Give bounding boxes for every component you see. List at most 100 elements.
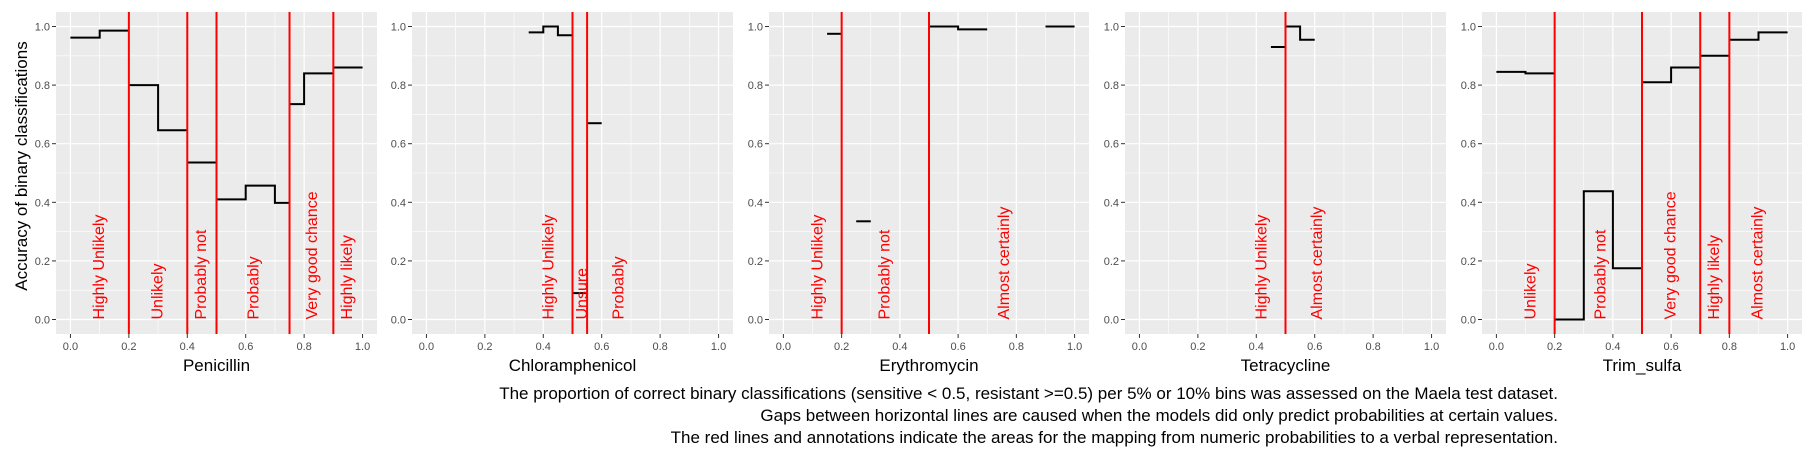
x-tick-label: 0.0: [63, 341, 78, 353]
x-tick-label: 0.8: [652, 341, 667, 353]
x-tick-label: 0.8: [296, 341, 311, 353]
verbal-annotation: Probably not: [1592, 229, 1609, 319]
verbal-annotation: Highly likely: [339, 235, 356, 319]
x-tick-label: 0.2: [121, 341, 136, 353]
panel-tetracycline: 0.0 0.2 0.4 0.6 0.8 1.0 0.0 0.2 0.4 0.6 0.8 1.0 High…: [1104, 12, 1446, 375]
x-tick-label: 0.0: [1132, 341, 1147, 353]
y-tick-label: 0.0: [391, 315, 406, 327]
y-tick-label: 0.8: [35, 80, 50, 92]
verbal-annotation: Unlikely: [149, 263, 166, 319]
panel-penicillin: 0.0 0.2 0.4 0.6 0.8 1.0 0.0 0.2 0.4 0.6 0.8 1.0 High…: [35, 12, 377, 375]
verbal-annotation: Unsure: [574, 268, 591, 320]
verbal-annotation: Very good chance: [1662, 191, 1679, 319]
x-tick-label: 0.0: [419, 341, 434, 353]
y-tick-label: 1.0: [1461, 21, 1476, 33]
y-tick-label: 0.4: [391, 197, 406, 209]
step-line-segment: [528, 25, 573, 37]
verbal-annotation: Highly Unlikely: [91, 215, 108, 320]
x-tick-label: 1.0: [711, 341, 726, 353]
y-tick-label: 0.2: [1461, 256, 1476, 268]
x-tick-label: 0.8: [1365, 341, 1380, 353]
x-tick-label: 0.2: [477, 341, 492, 353]
y-tick-label: 0.6: [391, 139, 406, 151]
x-tick-label: 0.6: [1663, 341, 1678, 353]
step-line-segment: [1642, 66, 1701, 84]
x-tick-label: 1.0: [1424, 341, 1439, 353]
x-tick-label: 0.6: [950, 341, 965, 353]
x-tick-label: 0.8: [1009, 341, 1024, 353]
y-tick-label: 0.8: [391, 80, 406, 92]
verbal-annotation: Almost certainly: [1309, 207, 1326, 320]
step-line-segment: [929, 25, 988, 31]
x-tick-label: 0.6: [594, 341, 609, 353]
x-tick-label: 1.0: [1780, 341, 1795, 353]
y-tick-label: 0.0: [1104, 315, 1119, 327]
verbal-annotation: Unlikely: [1523, 263, 1540, 319]
x-tick-label: 0.4: [1249, 341, 1264, 353]
y-tick-label: 0.6: [748, 139, 763, 151]
x-tick-label: 0.8: [1722, 341, 1737, 353]
x-axis-title: Erythromycin: [879, 356, 978, 375]
x-tick-label: 0.2: [834, 341, 849, 353]
x-axis-title: Chloramphenicol: [509, 356, 637, 375]
verbal-annotation: Probably not: [193, 229, 210, 319]
y-tick-label: 0.2: [748, 256, 763, 268]
y-axis-title-text: Accuracy of binary classifications: [12, 41, 31, 291]
x-tick-label: 0.4: [892, 341, 907, 353]
y-tick-label: 0.6: [1104, 139, 1119, 151]
verbal-annotation: Probably not: [877, 229, 894, 319]
verbal-annotation: Probably: [246, 256, 263, 319]
y-tick-label: 0.8: [1104, 80, 1119, 92]
y-tick-label: 0.4: [35, 197, 50, 209]
x-tick-label: 1.0: [1067, 341, 1082, 353]
y-tick-label: 1.0: [748, 21, 763, 33]
step-line-segment: [1554, 190, 1642, 321]
step-line-segment: [1729, 31, 1788, 41]
x-tick-label: 0.6: [1307, 341, 1322, 353]
panel-trim-sulfa: 0.0 0.2 0.4 0.6 0.8 1.0 0.0 0.2 0.4 0.6 0.8 1.0 Unli…: [1461, 12, 1802, 375]
y-tick-label: 0.4: [1461, 197, 1476, 209]
step-line-segment: [128, 84, 188, 132]
y-tick-label: 1.0: [391, 21, 406, 33]
x-tick-label: 0.0: [1489, 341, 1504, 353]
panel-erythromycin: 0.0 0.2 0.4 0.6 0.8 1.0 0.0 0.2 0.4 0.6 0.8 1.0 High…: [748, 12, 1089, 375]
y-tick-label: 0.0: [748, 315, 763, 327]
y-tick-label: 0.2: [1104, 256, 1119, 268]
y-tick-label: 0.0: [1461, 315, 1476, 327]
x-tick-label: 0.4: [1605, 341, 1620, 353]
y-tick-label: 0.4: [748, 197, 763, 209]
x-tick-label: 0.0: [776, 341, 791, 353]
x-tick-label: 0.4: [180, 341, 195, 353]
x-tick-label: 1.0: [355, 341, 370, 353]
caption-line-1: The proportion of correct binary classif…: [499, 384, 1558, 403]
x-tick-label: 0.6: [238, 341, 253, 353]
verbal-annotation: Highly Unlikely: [810, 215, 827, 320]
figure-caption: The proportion of correct binary classif…: [499, 383, 1558, 449]
caption-line-2: Gaps between horizontal lines are caused…: [760, 406, 1558, 425]
verbal-annotation: Highly Unlikely: [540, 215, 557, 320]
step-line-segment: [216, 184, 290, 204]
panel-chloramphenicol: 0.0 0.2 0.4 0.6 0.8 1.0 0.0 0.2 0.4 0.6 0.8 1.0 High…: [391, 12, 733, 375]
verbal-annotation: Very good chance: [304, 191, 321, 319]
y-tick-label: 0.8: [1461, 80, 1476, 92]
step-line-segment: [1496, 70, 1555, 75]
y-tick-label: 0.2: [391, 256, 406, 268]
y-tick-label: 0.4: [1104, 197, 1119, 209]
verbal-annotation: Almost certainly: [996, 207, 1013, 320]
y-tick-label: 0.0: [35, 315, 50, 327]
caption-line-3: The red lines and annotations indicate t…: [670, 428, 1558, 447]
y-tick-label: 0.6: [1461, 139, 1476, 151]
step-line-segment: [1285, 25, 1315, 41]
x-axis-title: Tetracycline: [1241, 356, 1331, 375]
verbal-annotation: Probably: [610, 256, 627, 319]
step-line-segment: [289, 72, 334, 106]
y-tick-label: 0.8: [748, 80, 763, 92]
step-line-segment: [70, 29, 129, 39]
x-tick-label: 0.2: [1190, 341, 1205, 353]
x-axis-title: Penicillin: [183, 356, 250, 375]
verbal-annotation: Almost certainly: [1750, 207, 1767, 320]
x-axis-title: Trim_sulfa: [1603, 356, 1682, 375]
y-tick-label: 1.0: [35, 21, 50, 33]
y-tick-label: 1.0: [1104, 21, 1119, 33]
